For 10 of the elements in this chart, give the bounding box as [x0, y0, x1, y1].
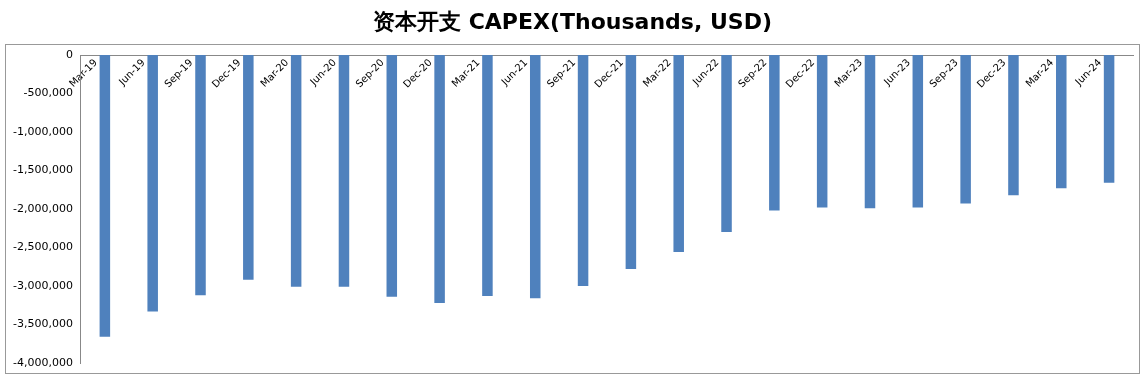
y-tick-label: -1,500,000	[13, 163, 73, 177]
y-tick-label: -4,000,000	[13, 355, 73, 369]
y-tick-label: -3,000,000	[13, 278, 73, 292]
chart-title: 资本开支 CAPEX(Thousands, USD)	[372, 8, 773, 36]
y-tick-label: -3,500,000	[13, 317, 73, 331]
y-tick-label: -2,000,000	[13, 201, 73, 215]
y-tick-label: -500,000	[23, 86, 73, 100]
y-tick-label: -1,000,000	[13, 124, 73, 138]
y-tick-label: -2,500,000	[13, 240, 73, 254]
y-tick-label: 0	[65, 47, 73, 61]
